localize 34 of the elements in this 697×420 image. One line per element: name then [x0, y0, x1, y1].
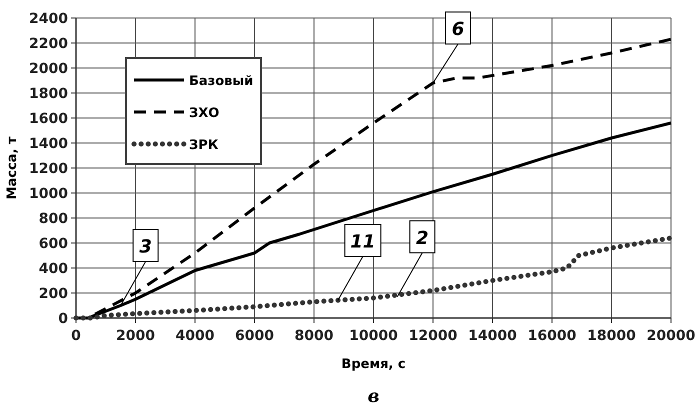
- annotation: 3: [139, 236, 152, 258]
- x-tick-label: 12000: [408, 328, 458, 344]
- x-tick-label: 6000: [235, 328, 274, 344]
- annotation: 2: [416, 228, 429, 249]
- y-tick-label: 0: [58, 311, 68, 327]
- y-tick-label: 1600: [29, 111, 68, 127]
- y-tick-label: 600: [38, 236, 68, 252]
- y-tick-label: 2000: [29, 61, 68, 77]
- y-tick-label: 2400: [29, 11, 68, 27]
- x-tick-label: 2000: [116, 328, 156, 344]
- annotation: 6: [452, 19, 464, 40]
- x-tick-label: 8000: [294, 328, 334, 344]
- y-tick-label: 2200: [29, 36, 68, 52]
- y-tick-label: 800: [38, 211, 68, 227]
- legend-label: Базовый: [189, 74, 254, 89]
- y-tick-label: 1200: [29, 161, 68, 177]
- y-tick-label: 1000: [29, 186, 68, 202]
- x-tick-label: 4000: [176, 328, 215, 344]
- x-tick-label: 16000: [528, 328, 577, 344]
- legend-label: ЗХО: [189, 106, 220, 121]
- x-axis-title: Время, с: [341, 357, 406, 372]
- x-tick-label: 0: [71, 328, 82, 344]
- y-tick-label: 1800: [29, 86, 68, 102]
- x-tick-label: 20000: [646, 328, 696, 344]
- text: в: [368, 386, 380, 407]
- x-tick-label: 14000: [468, 328, 518, 344]
- y-axis-title: Масса, т: [5, 136, 20, 200]
- legend-label: ЗРК: [189, 138, 219, 153]
- y-tick-label: 400: [38, 261, 68, 277]
- annotation: 11: [350, 232, 376, 252]
- x-tick-label: 10000: [349, 328, 398, 344]
- y-tick-label: 1400: [29, 136, 68, 152]
- y-tick-label: 200: [38, 286, 68, 302]
- x-tick-label: 18000: [587, 328, 636, 344]
